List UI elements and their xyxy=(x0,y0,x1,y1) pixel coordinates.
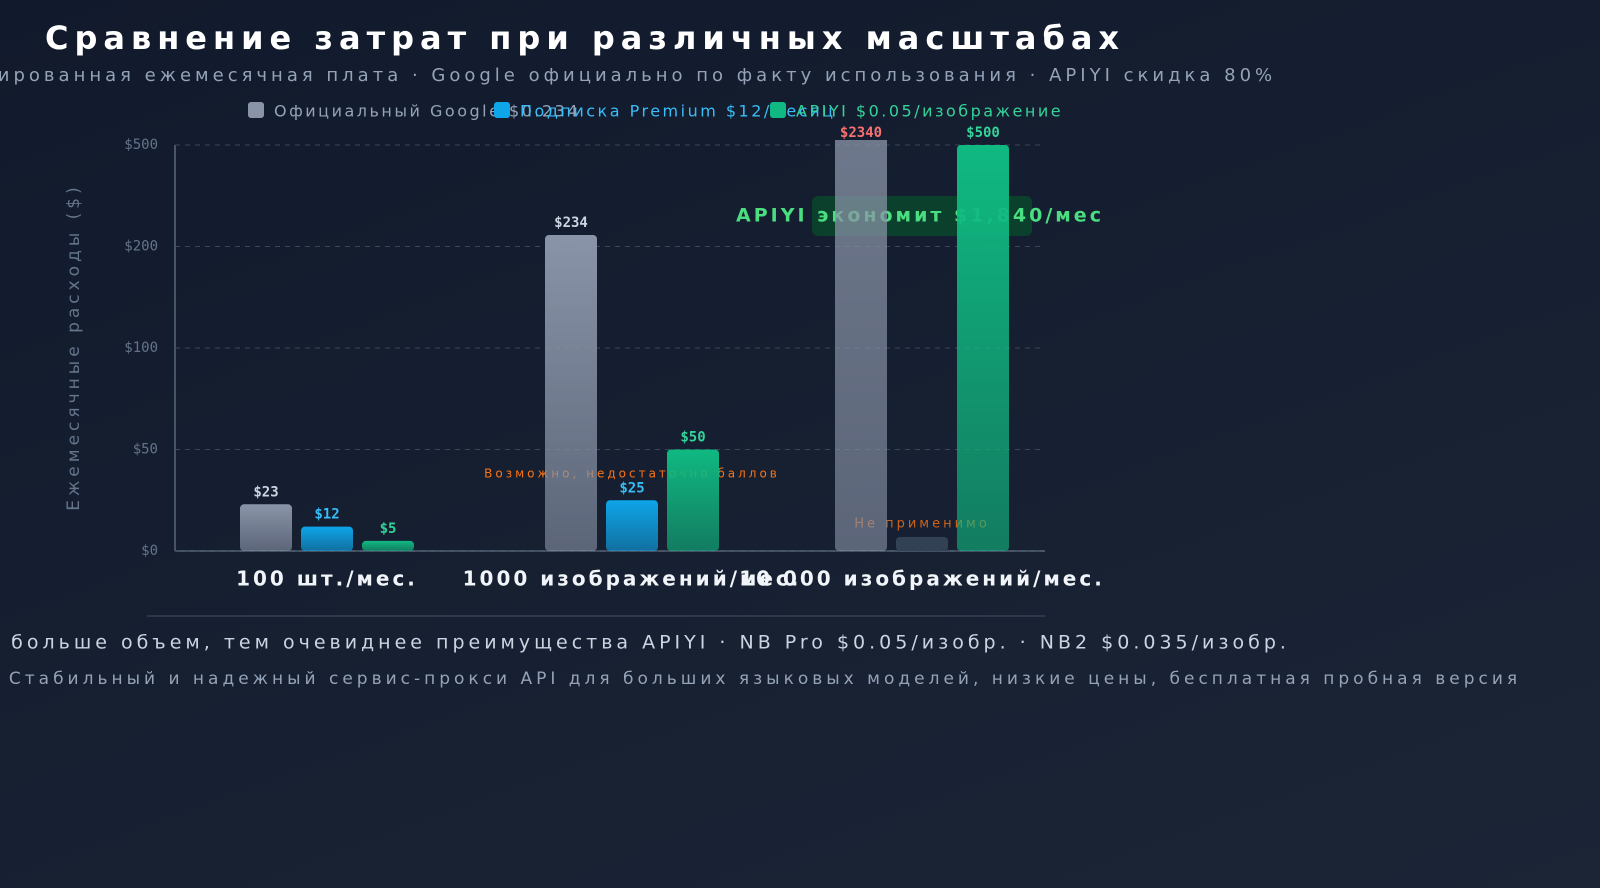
y-axis-label: Ежемесячные расходы ($) xyxy=(64,183,84,511)
y-tick-label: $100 xyxy=(124,340,158,356)
bar xyxy=(957,145,1009,551)
bar xyxy=(545,234,597,551)
value-label: $23 xyxy=(253,484,278,500)
x-tick-label: 10 000 изображений/мес. xyxy=(739,567,1105,591)
legend-swatch xyxy=(770,102,786,118)
value-label: $5 xyxy=(380,521,397,537)
legend-label: Подписка Premium $12/месяц xyxy=(520,102,836,121)
chart-title: Сравнение затрат при различных масштабах xyxy=(45,19,1125,57)
value-label: $500 xyxy=(966,125,1000,141)
y-tick-label: $500 xyxy=(124,137,158,153)
bar xyxy=(301,526,353,551)
value-label: $50 xyxy=(680,430,705,446)
bar xyxy=(362,540,414,551)
y-tick-label: $0 xyxy=(141,543,158,559)
bar xyxy=(606,500,658,551)
value-label: $234 xyxy=(554,215,588,231)
bar xyxy=(835,140,887,551)
value-label: $25 xyxy=(619,480,644,496)
bar xyxy=(240,504,292,551)
y-tick-label: $200 xyxy=(124,239,158,255)
bar xyxy=(667,449,719,551)
legend-swatch xyxy=(248,102,264,118)
placeholder-bar xyxy=(896,537,948,551)
footer-line: Чем больше объем, тем очевиднее преимуще… xyxy=(0,632,1290,654)
chart-subtitle: Фиксированная ежемесячная плата · Google… xyxy=(0,65,1276,86)
na-annotation: Не применимо xyxy=(854,517,990,532)
value-label: $12 xyxy=(314,507,339,523)
bars xyxy=(240,140,1009,551)
x-tick-label: 100 шт./мес. xyxy=(236,567,418,591)
footer-line: Стабильный и надежный сервис-прокси API … xyxy=(9,669,1521,689)
legend-swatch xyxy=(494,102,510,118)
warning-annotation: Возможно, недостаточно баллов xyxy=(484,467,780,481)
x-tick-label: 1000 изображений/мес. xyxy=(463,567,802,591)
value-label: $2340 xyxy=(840,125,882,141)
legend-label: APIYI $0.05/изображение xyxy=(796,102,1063,121)
y-tick-label: $50 xyxy=(133,442,158,458)
savings-annotation: APIYI экономит $1,840/мес xyxy=(736,205,1104,227)
